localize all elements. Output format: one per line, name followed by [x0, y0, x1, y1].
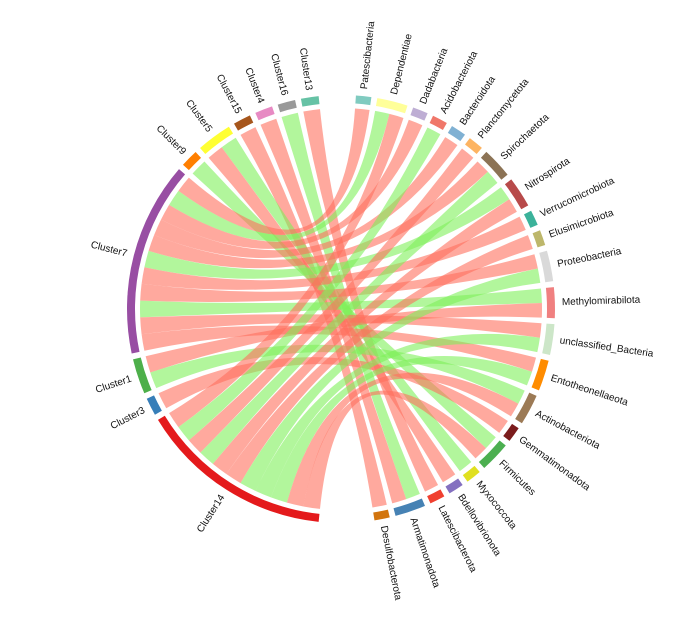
sector-label-dependentiae: Dependentiae: [389, 32, 415, 96]
chord-ribbon-cluster14-actinobacteriota: [286, 372, 519, 507]
sector-cluster5: [200, 126, 234, 155]
sector-planctomycetota: [465, 138, 482, 154]
sector-label-cluster14: Cluster14: [195, 492, 227, 534]
chord-ribbon-cluster14-planctomycetota: [188, 148, 474, 453]
sector-bacteroidota: [447, 126, 466, 142]
sector-proteobacteria: [539, 250, 554, 283]
sector-latescibacterota: [427, 489, 445, 504]
sector-label-cluster3: Cluster3: [109, 405, 148, 432]
sector-label-desulfobacterota: Desulfobacterota: [378, 525, 403, 602]
sector-myxococcota: [462, 465, 480, 482]
sector-methylomirabilota: [545, 287, 555, 319]
sector-dependentiae: [375, 98, 408, 114]
sector-label-cluster15: Cluster15: [214, 73, 244, 116]
sector-unclassified_bacteria: [542, 323, 555, 355]
sector-cluster4: [255, 106, 275, 121]
chord-ribbon-cluster14-spirochaetota: [200, 171, 498, 464]
sector-acidobacteriota: [429, 115, 447, 130]
sector-entotheonellaeota: [531, 358, 549, 391]
sector-cluster16: [277, 99, 297, 113]
sector-actinobacteriota: [515, 392, 537, 424]
sector-cluster3: [146, 395, 162, 415]
chord-ribbon-cluster14-unclassified_bacteria: [255, 333, 540, 498]
sector-cluster7: [126, 169, 186, 354]
sector-cluster13: [300, 96, 320, 107]
sector-label-nitrospirota: Nitrospirota: [523, 156, 572, 193]
sector-cluster9: [182, 151, 202, 171]
chord-ribbon-cluster16-armatimonadota: [281, 112, 420, 500]
sector-label-proteobacteria: Proteobacteria: [556, 246, 622, 270]
chord-ribbon-cluster14-nitrospirota: [212, 199, 517, 475]
chord-ribbon-cluster4-armatimonadota: [260, 118, 407, 504]
sector-label-cluster7: Cluster7: [89, 240, 128, 260]
chord-ribbon-cluster15-desulfobacterota: [240, 127, 387, 508]
sector-label-methylomirabilota: Methylomirabilota: [562, 295, 641, 308]
sector-label-cluster4: Cluster4: [242, 66, 266, 105]
sector-label-firmicutes: Firmicutes: [497, 458, 538, 498]
sector-label-cluster16: Cluster16: [268, 53, 290, 98]
chord-ribbon-cluster13-latescibacterota: [303, 109, 439, 492]
sector-armatimonadota: [393, 498, 425, 516]
sector-label-actinobacteriota: Actinobacteriota: [533, 408, 602, 452]
sector-elusimicrobiota: [532, 230, 546, 248]
sector-label-cluster9: Cluster9: [154, 123, 188, 157]
sector-verrucomicrobiota: [523, 210, 538, 228]
sector-gemmatimonadota: [503, 423, 519, 441]
sector-bdellovibrionota: [445, 478, 463, 494]
sector-cluster15: [234, 115, 254, 131]
sector-label-entotheonellaeota: Entotheonellaeota: [549, 373, 629, 409]
sector-dadabacteria: [410, 107, 428, 121]
sector-label-unclassified_bacteria: unclassified_Bacteria: [559, 335, 655, 359]
chord-ribbon-cluster7-unclassified_bacteria: [140, 314, 542, 338]
chord-ribbon-cluster14-acidobacteriota: [178, 127, 441, 441]
chord-ribbon-cluster14-entotheonellaeota: [270, 356, 532, 503]
sector-label-cluster5: Cluster5: [183, 98, 214, 135]
sector-label-cluster13: Cluster13: [297, 47, 314, 91]
chord-ribbon-cluster1-methylomirabilota: [145, 303, 542, 373]
sector-firmicutes: [478, 440, 506, 469]
sector-desulfobacterota: [373, 509, 390, 521]
sector-spirochaetota: [480, 151, 508, 180]
sector-label-armatimonadota: Armatimonadota: [407, 516, 441, 589]
sector-label-spirochaetota: Spirochaetota: [499, 112, 552, 162]
ribbons: [140, 108, 542, 509]
chord-ribbon-cluster14-firmicutes: [303, 390, 487, 509]
sector-patescibacteria: [355, 95, 372, 106]
sectors: [126, 95, 555, 522]
sector-label-patescibacteria: Patescibacteria: [359, 20, 377, 90]
sector-nitrospirota: [504, 179, 529, 210]
sector-cluster1: [133, 357, 152, 394]
sector-label-cluster1: Cluster1: [94, 374, 133, 396]
